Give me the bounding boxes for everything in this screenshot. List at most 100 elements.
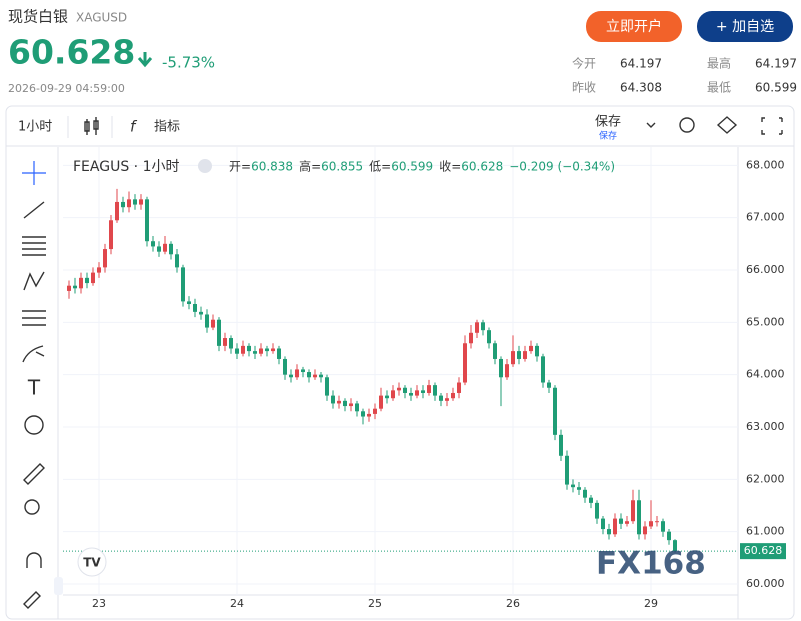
candle-body <box>163 243 167 252</box>
open-account-label[interactable]: 立即开户 <box>606 18 662 35</box>
candle-body <box>517 351 521 359</box>
candle-body <box>115 201 119 221</box>
y-tick-label: 63.000 <box>746 420 785 433</box>
candle-body <box>667 531 671 541</box>
candle-body <box>151 241 155 247</box>
magnet-tool[interactable] <box>26 552 42 568</box>
candle-body <box>337 400 341 404</box>
brush-tool[interactable] <box>22 345 45 363</box>
fullscreen-icon[interactable] <box>761 117 783 135</box>
candle-body <box>289 374 293 378</box>
candle-body <box>355 403 359 412</box>
forecast-tool[interactable] <box>22 310 46 326</box>
save-button[interactable]: 保存 <box>595 115 621 130</box>
candle-body <box>325 377 329 396</box>
candle-body <box>613 518 617 535</box>
candle-body <box>175 254 179 268</box>
dropdown-icon[interactable] <box>646 122 656 128</box>
candle-body <box>109 220 113 250</box>
candle-body <box>313 374 317 378</box>
stat-label: 今开 <box>572 56 596 71</box>
text-tool[interactable]: T <box>27 376 41 400</box>
trendline-tool[interactable] <box>23 201 45 219</box>
chart-frame <box>5 105 795 620</box>
candle-body <box>427 385 431 393</box>
datetime: 2026-09-29 04:59:00 <box>8 82 125 95</box>
legend-value: 60.855 <box>321 160 363 174</box>
settings-icon[interactable] <box>716 116 738 134</box>
candle-body <box>631 500 635 522</box>
candle-body <box>97 267 101 273</box>
indicators-button[interactable]: 指标 <box>154 120 180 135</box>
fib-tool[interactable] <box>22 236 46 256</box>
watchlist-label[interactable]: + 加自选 <box>716 19 774 35</box>
candle-body <box>211 319 215 328</box>
x-tick-label: 24 <box>230 597 244 610</box>
candle-body <box>85 277 89 284</box>
candle-body <box>205 314 209 328</box>
ruler-tool[interactable] <box>23 463 45 485</box>
candle-type-icon[interactable] <box>84 117 99 135</box>
candle-body <box>277 348 281 359</box>
candle-body <box>73 285 77 289</box>
candle-body <box>637 500 641 535</box>
x-tick-label: 23 <box>92 597 106 610</box>
legend-symbol: FEAGUS · 1小时 <box>73 159 179 175</box>
snapshot-icon[interactable] <box>679 117 695 133</box>
candle-body <box>451 392 455 399</box>
pattern-tool[interactable] <box>23 271 45 291</box>
candle-body <box>457 382 461 393</box>
candle-body <box>469 332 473 344</box>
legend-toggle[interactable] <box>198 159 212 173</box>
legend-change: −0.209 (−0.34%) <box>509 160 615 174</box>
price: 60.628 <box>8 33 135 72</box>
candle-body <box>193 304 197 312</box>
candle-body <box>145 199 149 242</box>
candle-body <box>373 408 377 414</box>
candle-body <box>169 243 173 255</box>
candle-body <box>493 343 497 359</box>
down-arrow <box>137 52 153 68</box>
candle-body <box>121 201 125 208</box>
fx-icon[interactable]: f <box>130 118 138 136</box>
emoji-tool[interactable] <box>24 415 44 435</box>
y-tick-label: 67.000 <box>746 211 785 224</box>
candle-body <box>649 521 653 527</box>
candle-body <box>67 285 71 291</box>
candle-body <box>607 529 611 535</box>
candle-body <box>439 395 443 401</box>
interval-button[interactable]: 1小时 <box>18 120 52 135</box>
stat-value: 64.197 <box>755 57 797 71</box>
candle-body <box>319 374 323 378</box>
candle-body <box>619 518 623 524</box>
candle-body <box>553 387 557 435</box>
open-account-button[interactable] <box>586 11 682 42</box>
candle-body <box>577 487 581 490</box>
lock-tool[interactable] <box>23 591 41 609</box>
candle-body <box>523 351 527 359</box>
candle-body <box>445 398 449 401</box>
candle-body <box>157 246 161 252</box>
candle-body <box>241 345 245 354</box>
crosshair-tool[interactable] <box>22 161 46 185</box>
legend-label: 收= <box>439 160 461 174</box>
last-price-box <box>740 543 786 560</box>
candle-body <box>307 372 311 378</box>
legend-label: 开= <box>229 160 251 174</box>
y-tick-label: 64.000 <box>746 368 785 381</box>
save-status: 保存 <box>599 130 617 142</box>
candle-body <box>415 390 419 396</box>
candle-body <box>433 385 437 396</box>
x-tick-label: 29 <box>644 597 658 610</box>
candle-body <box>265 348 269 352</box>
candle-body <box>379 395 383 409</box>
instrument-symbol: XAGUSD <box>76 11 127 25</box>
zoom-tool[interactable] <box>24 499 40 515</box>
collapse-button[interactable] <box>54 577 63 595</box>
candle-body <box>403 387 407 393</box>
watchlist-button[interactable] <box>697 11 793 42</box>
candle-body <box>253 351 257 354</box>
candle-body <box>271 348 275 352</box>
